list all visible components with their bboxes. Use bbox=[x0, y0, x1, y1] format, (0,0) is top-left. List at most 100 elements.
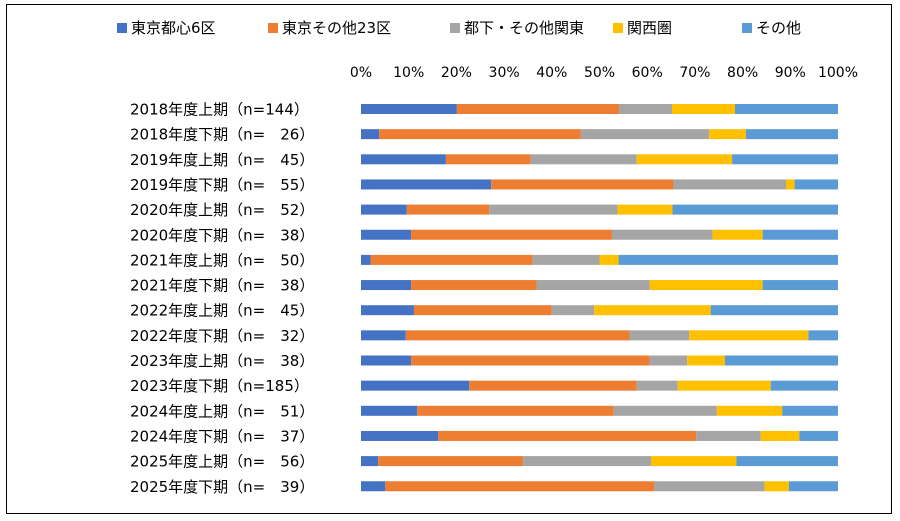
legend-item: 東京都心6区 bbox=[117, 19, 216, 37]
bar-segment bbox=[760, 430, 800, 441]
bar-segment bbox=[379, 129, 581, 140]
bar-segment bbox=[361, 179, 492, 190]
category-label: 2022年度上期（n= 45） bbox=[130, 302, 314, 320]
bar-segment bbox=[617, 204, 673, 215]
bar-segment bbox=[411, 355, 650, 366]
bar-segment bbox=[788, 481, 838, 492]
bar-segment bbox=[361, 330, 406, 341]
category-label: 2019年度下期（n= 55） bbox=[130, 176, 314, 194]
legend-item: 都下・その他関東 bbox=[450, 19, 584, 37]
legend-swatch bbox=[742, 23, 752, 33]
bar-segment bbox=[709, 129, 746, 140]
bar-segment bbox=[724, 355, 838, 366]
bar-segment bbox=[361, 405, 418, 416]
bar-segment bbox=[594, 305, 711, 316]
x-tick-label: 50% bbox=[584, 65, 615, 81]
bar-segment bbox=[651, 456, 737, 467]
bar-segment bbox=[762, 280, 838, 291]
bar-segment bbox=[361, 280, 412, 291]
bar-segment bbox=[636, 154, 733, 165]
x-tick-label: 0% bbox=[350, 65, 372, 81]
bar-segment bbox=[523, 456, 652, 467]
bar-segment bbox=[411, 280, 537, 291]
category-label: 2020年度上期（n= 52） bbox=[130, 201, 314, 219]
bar-segment bbox=[618, 254, 838, 265]
legend-label: 都下・その他関東 bbox=[464, 19, 584, 37]
category-label: 2024年度下期（n= 37） bbox=[130, 427, 314, 445]
bar-segment bbox=[361, 229, 412, 240]
bar-segment bbox=[361, 204, 407, 215]
category-label: 2020年度下期（n= 38） bbox=[130, 226, 314, 244]
bar-segment bbox=[417, 405, 614, 416]
x-tick-label: 30% bbox=[489, 65, 520, 81]
bar-segment bbox=[649, 280, 763, 291]
legend-label: 東京その他23区 bbox=[282, 19, 391, 37]
legend-swatch bbox=[450, 23, 460, 33]
bar-segment bbox=[786, 179, 795, 190]
bar-segment bbox=[580, 129, 710, 140]
legend-swatch bbox=[268, 23, 278, 33]
bar-segment bbox=[762, 229, 838, 240]
bar-segment bbox=[489, 204, 618, 215]
bar-segment bbox=[745, 129, 838, 140]
bar-segment bbox=[732, 154, 838, 165]
category-label: 2018年度下期（n= 26） bbox=[130, 126, 314, 144]
legend-swatch bbox=[117, 23, 127, 33]
bar-segment bbox=[551, 305, 595, 316]
bar-segment bbox=[438, 430, 697, 441]
bar-segment bbox=[599, 254, 619, 265]
bar-segment bbox=[361, 305, 414, 316]
bar-segment bbox=[734, 104, 838, 114]
bar-segment bbox=[445, 154, 531, 165]
category-label: 2025年度下期（n= 39） bbox=[130, 478, 314, 496]
bar-segment bbox=[677, 380, 771, 391]
bar-segment bbox=[770, 380, 838, 391]
bar-segment bbox=[794, 179, 838, 190]
category-label: 2024年度上期（n= 51） bbox=[130, 402, 314, 420]
legend-item: 関西圏 bbox=[613, 19, 672, 37]
bar-segment bbox=[378, 456, 524, 467]
bar-segment bbox=[636, 380, 678, 391]
x-tick-label: 20% bbox=[441, 65, 472, 81]
bar-segment bbox=[799, 430, 838, 441]
bars bbox=[361, 104, 838, 492]
bar-segment bbox=[405, 330, 630, 341]
bar-segment bbox=[687, 355, 725, 366]
bar-segment bbox=[710, 305, 838, 316]
x-tick-label: 60% bbox=[632, 65, 663, 81]
bar-segment bbox=[532, 254, 600, 265]
x-tick-label: 40% bbox=[536, 65, 567, 81]
category-label: 2025年度上期（n= 56） bbox=[130, 453, 314, 471]
bar-segment bbox=[689, 330, 809, 341]
x-tick-label: 70% bbox=[679, 65, 710, 81]
bar-segment bbox=[456, 104, 620, 114]
x-axis-ticks: 0% 10% 20% 30% 40% 50% 60% 70% 80% 90% 100% bbox=[350, 65, 858, 81]
bar-segment bbox=[611, 229, 713, 240]
category-label: 2023年度下期（n=185） bbox=[130, 377, 309, 395]
bar-segment bbox=[782, 405, 838, 416]
bar-segment bbox=[361, 456, 379, 467]
bar-segment bbox=[712, 229, 763, 240]
bar-segment bbox=[673, 179, 787, 190]
category-label: 2023年度上期（n= 38） bbox=[130, 352, 314, 370]
bar-segment bbox=[696, 430, 761, 441]
bar-segment bbox=[654, 481, 765, 492]
bar-segment bbox=[716, 405, 783, 416]
bar-segment bbox=[361, 129, 380, 140]
bar-segment bbox=[808, 330, 838, 341]
legend-swatch bbox=[613, 23, 623, 33]
bar-segment bbox=[530, 154, 637, 165]
bar-segment bbox=[413, 305, 552, 316]
category-label: 2018年度上期（n=144） bbox=[130, 101, 309, 119]
legend-label: 関西圏 bbox=[627, 19, 672, 37]
x-tick-label: 10% bbox=[393, 65, 424, 81]
bar-segment bbox=[361, 481, 386, 492]
legend-label: 東京都心6区 bbox=[131, 19, 216, 37]
bar-segment bbox=[385, 481, 655, 492]
x-tick-label: 90% bbox=[775, 65, 806, 81]
bar-segment bbox=[672, 204, 838, 215]
bar-segment bbox=[649, 355, 688, 366]
category-label: 2021年度上期（n= 50） bbox=[130, 251, 314, 269]
category-label: 2022年度下期（n= 32） bbox=[130, 327, 314, 345]
